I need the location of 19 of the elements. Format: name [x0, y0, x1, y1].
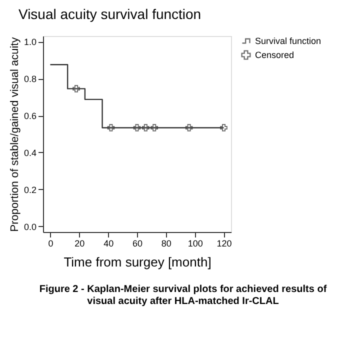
x-tick-label: 20 [74, 238, 85, 248]
y-tick-label: 0.6 [24, 111, 36, 122]
chart-title: Visual acuity survival function [18, 6, 202, 22]
y-tick-label: 0.8 [24, 74, 36, 84]
x-tick-label: 0 [48, 238, 54, 248]
y-tick-label: 0.4 [24, 148, 36, 158]
legend-label: Censored [255, 50, 294, 60]
legend-label: Survival function [255, 36, 322, 46]
y-axis-title: Proportion of stable/gained visual acuity [8, 36, 21, 232]
y-tick-label: 0.0 [24, 222, 36, 232]
y-tick-label: 1.0 [24, 37, 36, 48]
x-tick-label: 80 [161, 238, 172, 248]
x-axis-title: Time from surgey [month] [64, 254, 212, 270]
x-tick-label: 40 [104, 238, 114, 248]
y-tick-label: 0.2 [24, 184, 36, 195]
x-tick-label: 100 [188, 238, 203, 248]
x-tick-label: 60 [132, 238, 143, 248]
caption: Figure 2 - Kaplan-Meier survival plots for achieved results of visual acuity after HLA-matched Ir-CLAL [39, 284, 328, 307]
x-tick-label: 120 [216, 238, 232, 248]
